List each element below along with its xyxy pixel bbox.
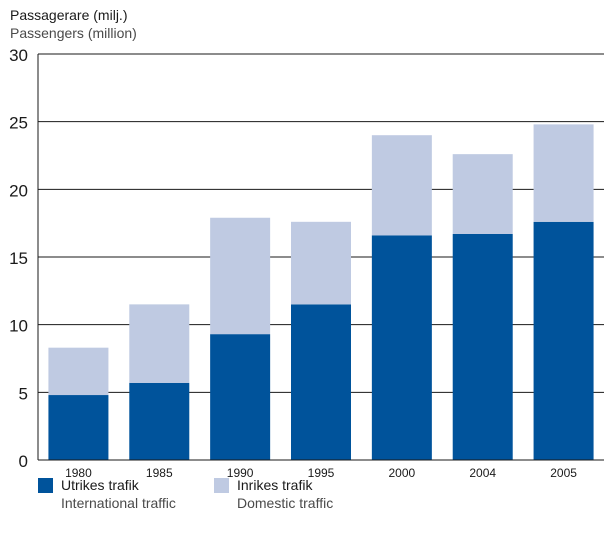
- bar-domestic-1980: [48, 347, 109, 396]
- x-tick-2005: 2005: [550, 466, 577, 480]
- bar-domestic-1985: [129, 304, 190, 383]
- bar-international-2004: [452, 233, 513, 460]
- y-tick-0: 0: [19, 452, 28, 471]
- y-tick-5: 5: [19, 384, 28, 403]
- y-tick-25: 25: [9, 114, 28, 133]
- x-tick-2000: 2000: [389, 466, 416, 480]
- y-tick-30: 30: [9, 46, 28, 65]
- legend-label-international-sv: Utrikes trafik: [61, 477, 139, 493]
- axes: [37, 54, 604, 461]
- bar-international-2000: [371, 235, 432, 460]
- x-tick-labels: 1980 1985 1990 1995 2000 2004 2005: [65, 466, 577, 480]
- x-tick-1995: 1995: [308, 466, 335, 480]
- bar-domestic-2004: [452, 154, 513, 234]
- bar-domestic-2000: [371, 135, 432, 236]
- bar-international-2005: [533, 221, 594, 460]
- legend-label-domestic-en: Domestic traffic: [237, 495, 334, 511]
- y-tick-20: 20: [9, 181, 28, 200]
- y-axis-title: Passagerare (milj.): [10, 7, 128, 23]
- bar-international-1980: [48, 395, 109, 460]
- y-tick-15: 15: [9, 249, 28, 268]
- bars: [48, 124, 594, 460]
- legend-label-international-en: International traffic: [61, 495, 176, 511]
- legend-item-domestic: Inrikes trafik Domestic traffic: [214, 476, 333, 512]
- legend-swatch-domestic: [214, 478, 229, 493]
- y-tick-labels: 0 5 10 15 20 25 30: [9, 46, 28, 471]
- x-tick-2004: 2004: [469, 466, 496, 480]
- bar-international-1985: [129, 382, 190, 460]
- legend-swatch-international: [38, 478, 53, 493]
- bar-domestic-1990: [210, 217, 271, 335]
- bar-domestic-1995: [291, 221, 351, 305]
- legend-label-domestic-sv: Inrikes trafik: [237, 477, 313, 493]
- x-tick-1990: 1990: [227, 466, 254, 480]
- legend-item-international: Utrikes trafik International traffic: [38, 476, 176, 512]
- bar-international-1995: [291, 304, 351, 460]
- y-axis-title-english: Passengers (million): [10, 25, 137, 41]
- bar-international-1990: [210, 334, 271, 460]
- bar-domestic-2005: [533, 124, 594, 222]
- y-tick-10: 10: [9, 317, 28, 336]
- x-tick-1980: 1980: [65, 466, 92, 480]
- x-tick-1985: 1985: [146, 466, 173, 480]
